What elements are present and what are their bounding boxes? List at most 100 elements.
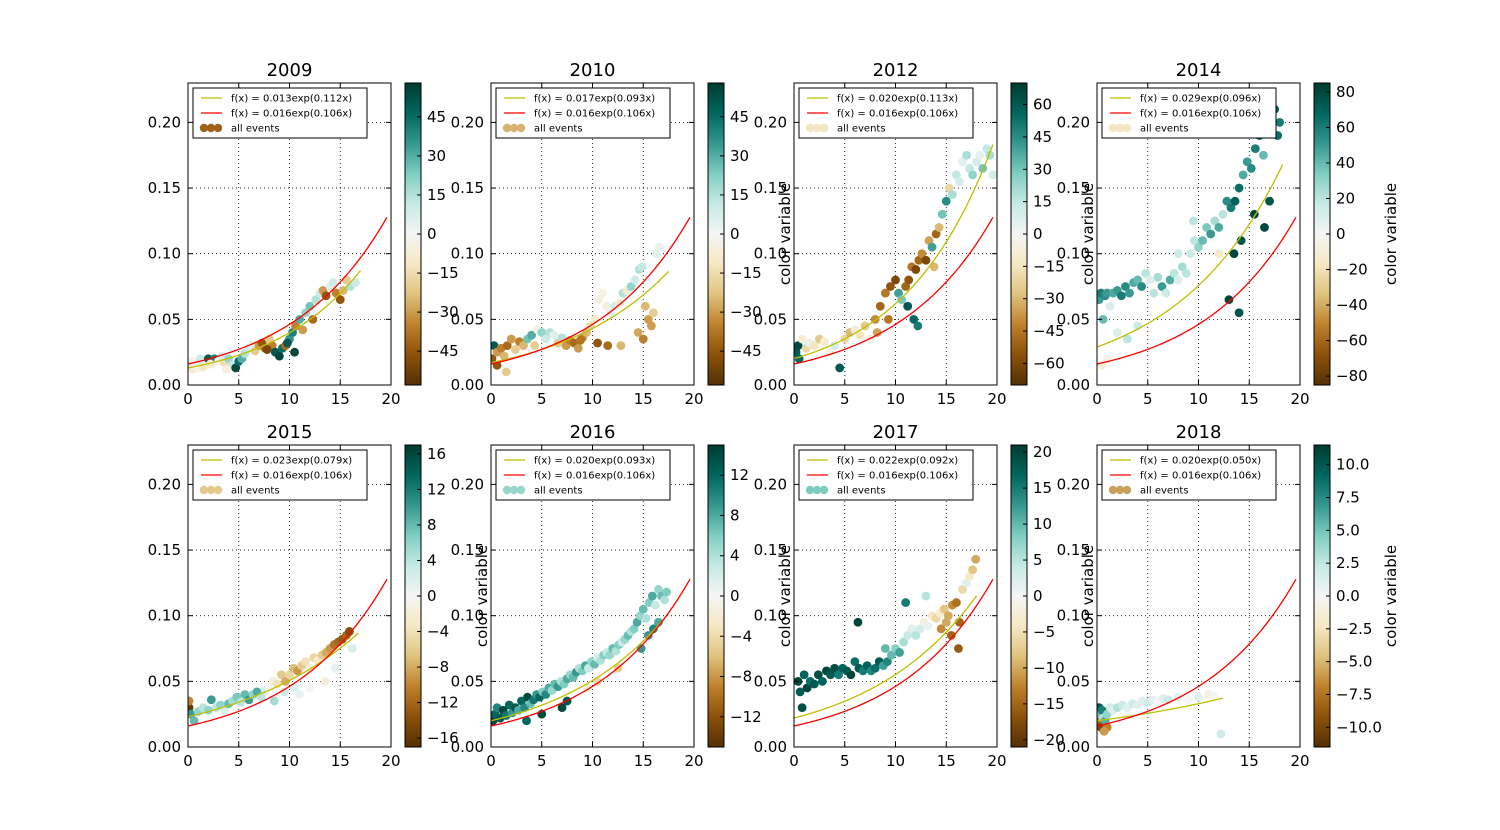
y-tick-label: 0.05 — [451, 310, 484, 328]
legend-entry: f(x) = 0.017exp(0.093x) — [534, 94, 655, 105]
data-point — [274, 351, 284, 361]
legend: f(x) = 0.013exp(0.112x) f(x) = 0.016exp(0… — [192, 87, 368, 139]
x-tick-label: 20 — [684, 390, 703, 408]
x-tick-label: 10 — [1189, 390, 1208, 408]
data-point — [921, 591, 931, 601]
data-point — [891, 275, 900, 285]
colorbar-tick-label: 4 — [730, 547, 740, 565]
data-point — [903, 630, 913, 640]
legend-marker — [1122, 485, 1132, 495]
x-tick-label: 15 — [331, 390, 350, 408]
x-tick-label: 5 — [234, 752, 244, 770]
reference-curve — [491, 578, 691, 727]
data-point — [1173, 249, 1183, 259]
data-point — [262, 345, 272, 354]
data-point — [328, 278, 338, 287]
colorbar-tick-label: 15 — [1033, 479, 1052, 497]
y-tick-label: 0.20 — [754, 475, 787, 493]
data-point — [958, 157, 967, 167]
y-tick-label: 0.15 — [754, 541, 787, 559]
colorbar-tick-label: −15 — [1033, 257, 1065, 275]
data-point — [502, 341, 512, 351]
colorbar-tick-label: 4 — [427, 551, 437, 569]
colorbar-tick-label: 15 — [730, 186, 749, 204]
x-tick-label: 0 — [789, 390, 799, 408]
data-point — [1242, 157, 1252, 167]
data-point — [1234, 308, 1244, 318]
y-tick-label: 0.05 — [1057, 672, 1090, 690]
data-point — [506, 334, 516, 344]
x-tick-label: 5 — [1143, 752, 1153, 770]
data-point — [1218, 209, 1228, 219]
x-tick-label: 10 — [280, 390, 299, 408]
fit-curve — [1097, 697, 1224, 722]
colorbar-tick-label: 5.0 — [1336, 521, 1360, 539]
legend-marker — [213, 123, 223, 133]
legend-entry: f(x) = 0.016exp(0.106x) — [534, 471, 655, 482]
data-point — [1194, 692, 1203, 702]
colorbar-tick-label: −12 — [427, 694, 459, 712]
data-point — [1210, 216, 1220, 226]
data-point — [915, 624, 925, 634]
data-point — [1250, 144, 1260, 154]
subplot-2018: 0 5 10 15 20 0.00 0.05 0.10 0.15 0.20 2018 f(x) = 0… — [1057, 422, 1400, 770]
data-point — [1265, 196, 1274, 206]
colorbar-tick-label: −2.5 — [1336, 620, 1372, 638]
data-point — [537, 328, 547, 337]
y-tick-label: 0.05 — [148, 672, 181, 690]
y-tick-label: 0.05 — [754, 310, 787, 328]
data-point — [968, 170, 978, 180]
data-point — [646, 321, 656, 331]
subplot-2014: 0 5 10 15 20 0.00 0.05 0.10 0.15 0.20 2014 f(x) = 0… — [1057, 60, 1400, 408]
y-tick-label: 0.10 — [451, 245, 484, 263]
data-point — [924, 236, 934, 245]
data-point — [1165, 275, 1175, 285]
colorbar-tick-label: −4 — [427, 623, 449, 641]
plot-area — [1097, 578, 1297, 739]
data-point — [1209, 691, 1219, 701]
y-tick-label: 0.15 — [1057, 541, 1090, 559]
x-tick-label: 5 — [234, 390, 244, 408]
colorbar-tick-label: 12 — [730, 466, 749, 484]
data-point — [944, 183, 954, 193]
data-point — [1183, 695, 1193, 705]
data-point — [280, 687, 289, 697]
data-point — [1169, 268, 1179, 278]
data-point — [1226, 203, 1236, 213]
legend-marker — [1108, 485, 1118, 495]
data-point — [1238, 170, 1248, 180]
data-point — [308, 314, 318, 324]
colorbar-tick-label: 16 — [427, 445, 446, 463]
data-point — [1123, 334, 1132, 344]
data-point — [954, 644, 963, 653]
data-point — [295, 690, 305, 699]
colorbar-tick-label: −45 — [1033, 322, 1065, 340]
data-point — [641, 613, 651, 623]
data-point — [1185, 249, 1195, 259]
legend-marker — [1115, 123, 1125, 133]
fit-curve — [188, 632, 359, 718]
x-tick-label: 10 — [886, 390, 905, 408]
data-point — [301, 657, 311, 667]
data-point — [835, 363, 845, 373]
colorbar-tick-label: 2.5 — [1336, 554, 1360, 572]
data-point — [557, 703, 567, 713]
data-point — [797, 334, 807, 344]
data-point — [652, 249, 661, 259]
data-point — [499, 351, 509, 361]
data-point — [272, 679, 282, 689]
data-point — [1246, 163, 1256, 173]
data-point — [626, 282, 636, 291]
data-point — [958, 585, 967, 594]
data-point — [809, 679, 819, 689]
data-point — [1153, 272, 1163, 282]
subplot-title: 2009 — [267, 60, 313, 81]
legend: f(x) = 0.029exp(0.096x) f(x) = 0.016exp(0… — [1101, 87, 1277, 139]
data-point — [1234, 183, 1244, 193]
data-point — [527, 330, 536, 340]
data-point — [593, 338, 602, 348]
colorbar-tick-label: 0 — [1033, 587, 1043, 605]
legend-marker — [805, 485, 815, 495]
fit-curve — [794, 595, 978, 719]
x-tick-label: 15 — [937, 752, 956, 770]
